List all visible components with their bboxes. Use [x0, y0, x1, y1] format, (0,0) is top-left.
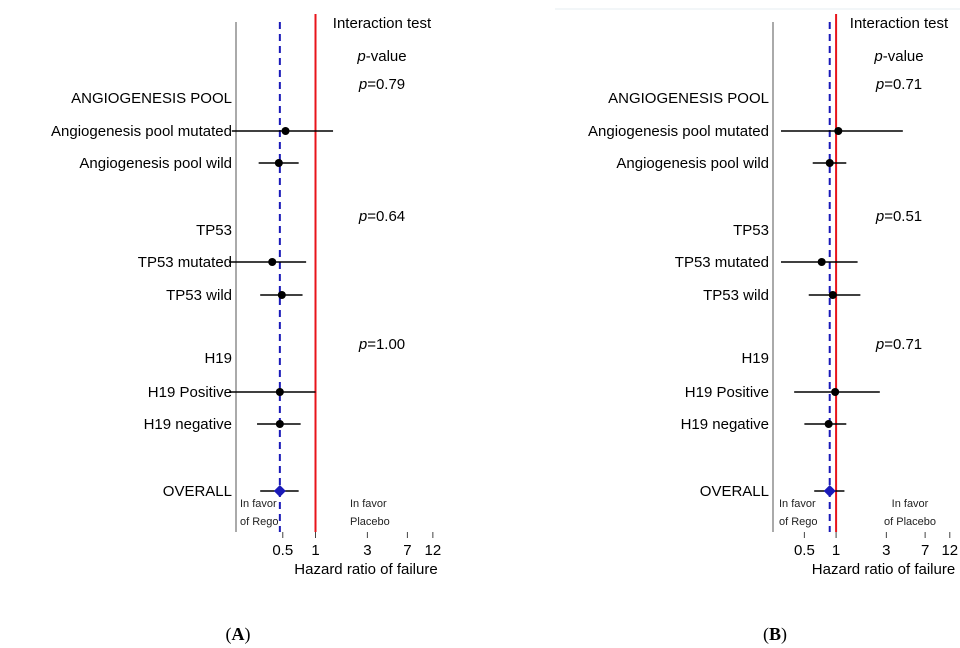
- point-estimate: [281, 127, 290, 135]
- row-label: Angiogenesis pool wild: [79, 155, 232, 172]
- favor-rego-note-line1: In favor: [240, 498, 277, 510]
- point-estimate: [824, 420, 833, 428]
- row-label: TP53: [733, 222, 769, 239]
- p-value-label: p=0.79: [358, 76, 405, 93]
- p-value-label: p=0.51: [875, 208, 922, 225]
- x-tick-label: 0.5: [794, 542, 815, 559]
- p-value-number: =0.79: [367, 76, 405, 93]
- panel-letter: B: [769, 624, 781, 644]
- panel-open-paren: (: [763, 624, 769, 645]
- interaction-test-heading: Interaction test: [333, 15, 432, 32]
- p-value-label: p=0.71: [875, 336, 922, 353]
- row-label: H19: [741, 350, 769, 367]
- p-value-label: p=1.00: [358, 336, 405, 353]
- row-label: TP53: [196, 222, 232, 239]
- p-italic: p: [875, 208, 884, 225]
- p-value-heading: p-value: [873, 48, 923, 65]
- favor-rego-note-line2: of Rego: [240, 516, 279, 528]
- point-estimate: [275, 420, 284, 428]
- p-italic: p: [873, 48, 882, 65]
- point-estimate: [275, 388, 284, 396]
- panel-close-paren: ): [245, 624, 251, 645]
- p-value-number: =1.00: [367, 336, 405, 353]
- point-estimate: [277, 291, 286, 299]
- panel-label: (A): [226, 624, 251, 645]
- p-italic: p: [358, 336, 367, 353]
- p-value-suffix: -value: [366, 48, 407, 65]
- row-label: H19 negative: [681, 416, 769, 433]
- row-label: ANGIOGENESIS POOL: [608, 90, 769, 107]
- p-value-label: p=0.64: [358, 208, 405, 225]
- x-tick-label: 0.5: [272, 542, 293, 559]
- row-label: H19: [204, 350, 232, 367]
- p-italic: p: [356, 48, 365, 65]
- row-label: TP53 wild: [703, 287, 769, 304]
- overall-diamond-marker: [273, 485, 286, 497]
- x-tick-label: 12: [425, 542, 442, 559]
- panel-label: (B): [763, 624, 787, 645]
- x-tick-label: 7: [921, 542, 929, 559]
- x-axis-title: Hazard ratio of failure: [812, 561, 955, 578]
- panel-letter: A: [232, 624, 245, 644]
- p-italic: p: [358, 76, 367, 93]
- x-tick-label: 3: [882, 542, 890, 559]
- row-label: H19 negative: [144, 416, 232, 433]
- x-tick-label: 12: [941, 542, 958, 559]
- panel-open-paren: (: [226, 624, 232, 645]
- p-value-suffix: -value: [883, 48, 924, 65]
- x-tick-label: 3: [363, 542, 371, 559]
- row-label: TP53 wild: [166, 287, 232, 304]
- p-value-number: =0.71: [884, 336, 922, 353]
- p-value-number: =0.64: [367, 208, 405, 225]
- row-label: Angiogenesis pool wild: [616, 155, 769, 172]
- p-value-heading: p-value: [356, 48, 406, 65]
- row-label: OVERALL: [163, 483, 232, 500]
- point-estimate: [825, 159, 834, 167]
- point-estimate: [828, 291, 837, 299]
- favor-rego-note-line2: of Rego: [779, 516, 818, 528]
- p-value-label: p=0.71: [875, 76, 922, 93]
- interaction-test-heading: Interaction test: [850, 15, 949, 32]
- point-estimate: [831, 388, 840, 396]
- favor-placebo-note-line2: Placebo: [350, 516, 390, 528]
- p-italic: p: [875, 76, 884, 93]
- row-label: ANGIOGENESIS POOL: [71, 90, 232, 107]
- favor-rego-note-line1: In favor: [779, 498, 816, 510]
- point-estimate: [817, 258, 826, 266]
- point-estimate: [834, 127, 843, 135]
- point-estimate: [274, 159, 283, 167]
- row-label: H19 Positive: [685, 384, 769, 401]
- overall-diamond-marker: [823, 485, 836, 497]
- row-label: Angiogenesis pool mutated: [51, 123, 232, 140]
- x-axis-title: Hazard ratio of failure: [294, 561, 437, 578]
- p-italic: p: [875, 336, 884, 353]
- p-value-number: =0.71: [884, 76, 922, 93]
- row-label: H19 Positive: [148, 384, 232, 401]
- row-label: OVERALL: [700, 483, 769, 500]
- panel-close-paren: ): [781, 624, 787, 645]
- point-estimate: [268, 258, 277, 266]
- row-label: TP53 mutated: [138, 254, 232, 271]
- p-italic: p: [358, 208, 367, 225]
- row-label: TP53 mutated: [675, 254, 769, 271]
- row-label: Angiogenesis pool mutated: [588, 123, 769, 140]
- x-tick-label: 1: [832, 542, 840, 559]
- favor-placebo-note-line1: In favor: [892, 498, 929, 510]
- favor-placebo-note-line2: of Placebo: [884, 516, 936, 528]
- favor-placebo-note-line1: In favor: [350, 498, 387, 510]
- p-value-number: =0.51: [884, 208, 922, 225]
- x-tick-label: 7: [403, 542, 411, 559]
- x-tick-label: 1: [311, 542, 319, 559]
